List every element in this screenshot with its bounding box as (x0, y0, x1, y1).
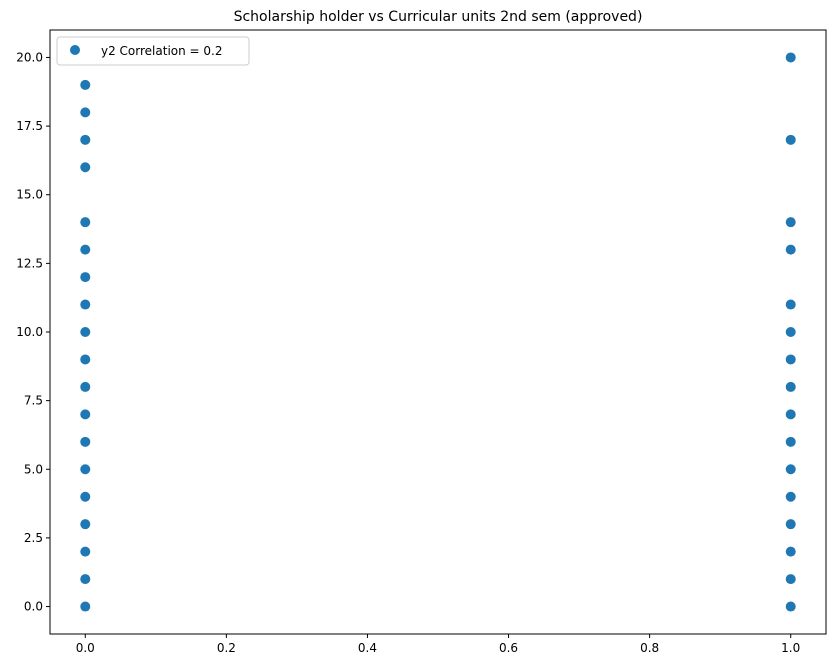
legend-label: y2 Correlation = 0.2 (101, 44, 223, 58)
data-point (785, 327, 796, 337)
data-point (785, 546, 796, 557)
data-point (80, 601, 91, 612)
data-point (80, 244, 91, 255)
data-point (80, 519, 91, 530)
data-point (80, 272, 91, 283)
data-point (785, 217, 796, 228)
x-tick-label: 0.4 (358, 641, 377, 655)
y-tick-label: 7.5 (24, 394, 43, 408)
x-tick-label: 0.6 (499, 641, 518, 655)
data-point (80, 134, 91, 145)
data-point (80, 464, 91, 475)
data-point (80, 409, 91, 420)
data-point (80, 546, 91, 557)
data-point (80, 491, 91, 502)
data-point (785, 244, 796, 255)
y-tick-label: 5.0 (24, 462, 43, 476)
data-point (785, 134, 796, 145)
legend: y2 Correlation = 0.2 (56, 36, 250, 66)
data-point (80, 354, 91, 365)
data-point (785, 354, 796, 365)
x-tick-label: 0.8 (640, 641, 659, 655)
y-tick-label: 12.5 (16, 256, 43, 270)
data-point (785, 519, 796, 530)
plot-area (80, 52, 796, 612)
x-tick-label: 0.0 (76, 641, 95, 655)
data-point (785, 574, 796, 585)
data-point (80, 162, 91, 173)
data-point (785, 491, 796, 502)
y-tick-label: 2.5 (24, 531, 43, 545)
chart-title: Scholarship holder vs Curricular units 2… (234, 9, 643, 25)
data-point (80, 381, 91, 392)
data-point (80, 574, 91, 585)
data-point (80, 217, 91, 228)
data-point (785, 381, 796, 392)
y-tick-label: 10.0 (16, 325, 43, 339)
y-tick-label: 15.0 (16, 188, 43, 202)
axes: 0.0 0.2 0.4 0.6 0.8 1.0 0.0 2.5 5.0 7.5 10.0 12.5 15… (16, 29, 827, 655)
x-tick-label: 1.0 (781, 641, 800, 655)
data-point (785, 464, 796, 475)
data-point (80, 436, 91, 447)
data-point (785, 52, 796, 63)
legend-marker (70, 45, 80, 55)
data-point (80, 79, 91, 90)
data-point (80, 327, 91, 337)
y-tick-label: 20.0 (16, 50, 43, 64)
x-tick-label: 0.2 (217, 641, 236, 655)
legend-box (56, 36, 250, 66)
y-tick-label: 0.0 (24, 600, 43, 614)
data-point (80, 107, 91, 118)
data-point (785, 299, 796, 310)
data-point (785, 409, 796, 420)
data-point (785, 601, 796, 612)
data-point (80, 299, 91, 310)
data-point (785, 436, 796, 447)
y-tick-label: 17.5 (16, 119, 43, 133)
